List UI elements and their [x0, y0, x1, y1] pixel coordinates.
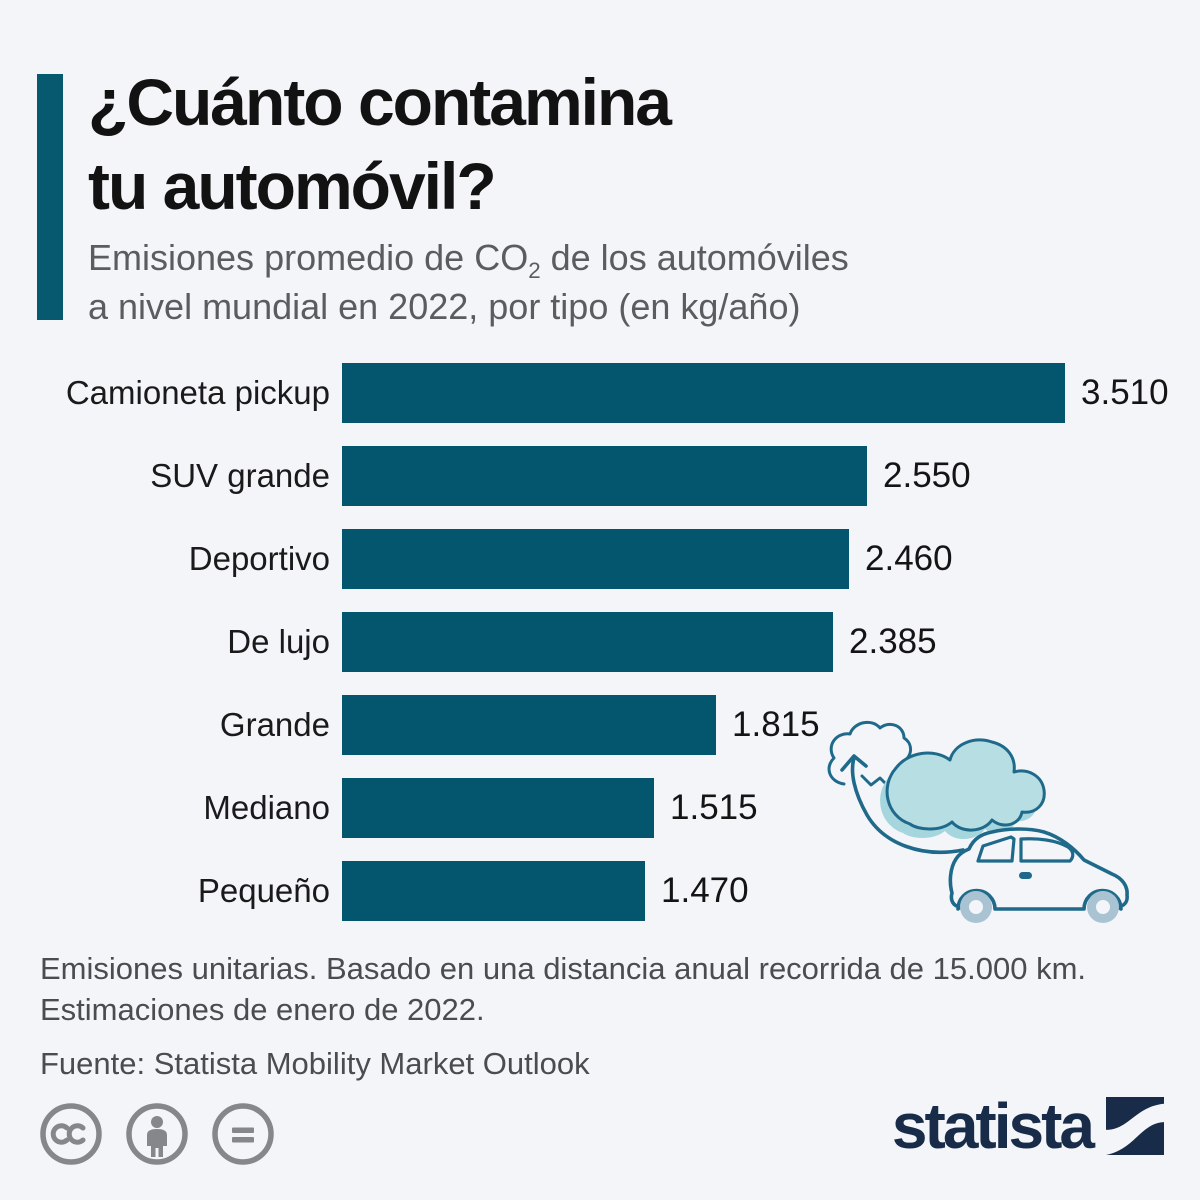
cc-by-icon [126, 1103, 188, 1165]
source-line: Fuente: Statista Mobility Market Outlook [40, 1046, 590, 1081]
license-badges [38, 1101, 276, 1167]
value-label: 2.550 [883, 455, 971, 495]
bar-row: Mediano 1.515 [40, 766, 1160, 849]
bar-track: 1.515 [342, 777, 1160, 838]
value-label: 2.385 [849, 621, 937, 661]
bar-row: Pequeño 1.470 [40, 849, 1160, 932]
bar-track: 3.510 [342, 362, 1169, 423]
subtitle-line-2: a nivel mundial en 2022, por tipo (en kg… [88, 286, 801, 327]
bar-row: Grande 1.815 [40, 683, 1160, 766]
bar [342, 694, 716, 755]
category-label: SUV grande [150, 456, 330, 494]
page-title: ¿Cuánto contamina tu automóvil? [88, 60, 988, 228]
bar [342, 362, 1065, 423]
chart-subtitle: Emisiones promedio de CO2 de los automóv… [88, 233, 1088, 331]
cc-nd-icon [212, 1103, 274, 1165]
co2-subscript: 2 [528, 258, 541, 284]
bar-row: De lujo 2.385 [40, 600, 1160, 683]
bar [342, 611, 833, 672]
bar [342, 528, 849, 589]
title-line-2: tu automóvil? [88, 149, 497, 223]
statista-logo: statista [891, 1090, 1164, 1162]
title-line-1: ¿Cuánto contamina [88, 65, 672, 139]
value-label: 1.515 [670, 787, 758, 827]
title-accent-bar [37, 74, 63, 320]
category-label: Deportivo [188, 539, 330, 577]
car-icon [948, 827, 1129, 923]
bar [342, 860, 645, 921]
footnotes: Emisiones unitarias. Basado en una dista… [40, 948, 1160, 1084]
bar-track: 2.385 [342, 611, 1160, 672]
filled-cloud-icon [880, 738, 1046, 840]
bar-track: 1.815 [342, 694, 1160, 755]
value-label: 2.460 [865, 538, 953, 578]
bar-row: Deportivo 2.460 [40, 517, 1160, 600]
value-label: 3.510 [1081, 372, 1169, 412]
category-label: Camioneta pickup [65, 373, 330, 411]
bar-track: 2.550 [342, 445, 1160, 506]
statista-logotype: statista [891, 1090, 1095, 1162]
emissions-illustration [827, 720, 1129, 923]
bar-chart: Camioneta pickup 3.510 SUV grande 2.550 Depo… [40, 351, 1169, 932]
bar [342, 445, 867, 506]
category-label: Grande [219, 705, 330, 743]
statista-logo-mark-icon [1106, 1097, 1164, 1155]
bar-row: Camioneta pickup 3.510 [40, 351, 1169, 434]
value-label: 1.470 [661, 870, 749, 910]
bar [342, 777, 654, 838]
arrow-up-icon [840, 754, 965, 855]
bar-track: 1.470 [342, 860, 1160, 921]
value-label: 1.815 [732, 704, 820, 744]
cc-icon [40, 1103, 102, 1165]
category-label: De lujo [227, 622, 330, 660]
note-line-1: Emisiones unitarias. Basado en una dista… [40, 951, 1087, 986]
bar-row: SUV grande 2.550 [40, 434, 1160, 517]
bar-track: 2.460 [342, 528, 1160, 589]
subtitle-line-1: Emisiones promedio de CO2 de los automóv… [88, 237, 849, 284]
category-label: Pequeño [197, 871, 330, 909]
car-door-handle [1019, 872, 1032, 879]
category-label: Mediano [203, 788, 330, 826]
note-line-2: Estimaciones de enero de 2022. [40, 992, 485, 1027]
